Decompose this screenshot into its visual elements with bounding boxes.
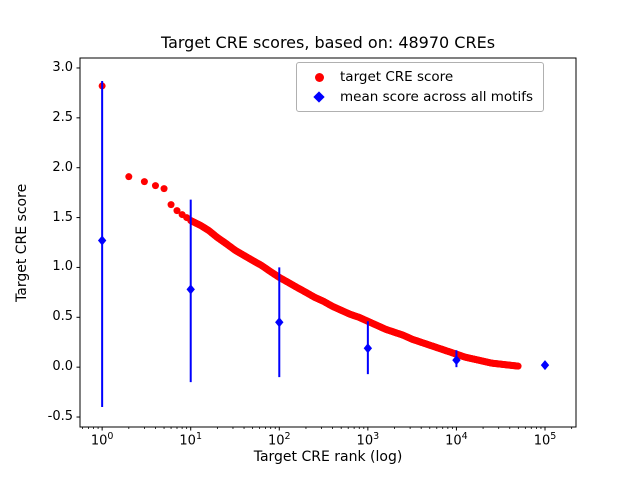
y-tick-label: 2.5 bbox=[52, 109, 73, 125]
x-tick-label: 101 bbox=[179, 431, 202, 449]
chart-title: Target CRE scores, based on: 48970 CREs bbox=[160, 33, 496, 52]
x-tick-label: 102 bbox=[267, 431, 291, 449]
x-tick-label: 105 bbox=[533, 431, 557, 449]
legend: target CRE score mean score across all m… bbox=[296, 62, 545, 112]
y-tick-label: 3.0 bbox=[52, 59, 73, 75]
mean-score-series bbox=[97, 80, 550, 408]
axes-frame-and-ticks bbox=[76, 57, 577, 431]
y-tick-label: 0.0 bbox=[52, 359, 73, 375]
y-tick-label: -0.5 bbox=[47, 409, 73, 425]
red-circle-marker-icon bbox=[314, 72, 324, 82]
y-tick-label: 0.5 bbox=[52, 309, 73, 325]
legend-label-mean-score: mean score across all motifs bbox=[340, 89, 534, 105]
legend-item-target-score: target CRE score bbox=[307, 69, 533, 85]
x-axis-label: Target CRE rank (log) bbox=[253, 449, 403, 465]
y-tick-label: 1.0 bbox=[52, 259, 73, 275]
legend-marker-area bbox=[307, 72, 331, 82]
target-score-series bbox=[98, 82, 522, 370]
y-tick-label: 1.5 bbox=[52, 209, 73, 225]
x-tick-label: 103 bbox=[356, 431, 380, 449]
legend-marker-area bbox=[307, 91, 331, 103]
x-tick-label: 104 bbox=[445, 431, 468, 449]
blue-diamond-marker-icon bbox=[313, 91, 325, 103]
legend-label-target-score: target CRE score bbox=[340, 69, 454, 85]
legend-item-mean-score: mean score across all motifs bbox=[307, 89, 533, 105]
x-tick-label: 100 bbox=[90, 431, 114, 449]
y-tick-label: 2.0 bbox=[52, 159, 73, 175]
